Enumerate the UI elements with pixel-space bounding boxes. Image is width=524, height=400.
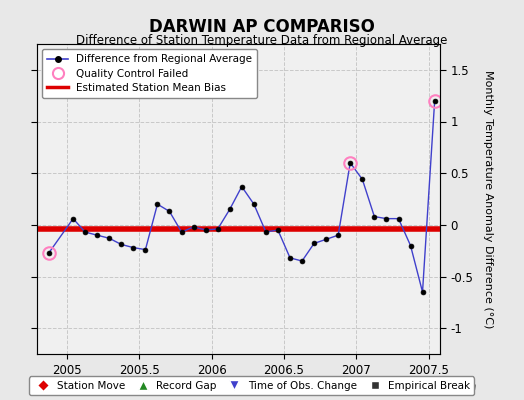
Text: Berkeley Earth: Berkeley Earth bbox=[400, 382, 477, 392]
Y-axis label: Monthly Temperature Anomaly Difference (°C): Monthly Temperature Anomaly Difference (… bbox=[483, 70, 493, 328]
Text: Difference of Station Temperature Data from Regional Average: Difference of Station Temperature Data f… bbox=[77, 34, 447, 47]
Text: DARWIN AP COMPARISO: DARWIN AP COMPARISO bbox=[149, 18, 375, 36]
Legend: Station Move, Record Gap, Time of Obs. Change, Empirical Break: Station Move, Record Gap, Time of Obs. C… bbox=[29, 376, 474, 395]
Legend: Difference from Regional Average, Quality Control Failed, Estimated Station Mean: Difference from Regional Average, Qualit… bbox=[42, 49, 257, 98]
